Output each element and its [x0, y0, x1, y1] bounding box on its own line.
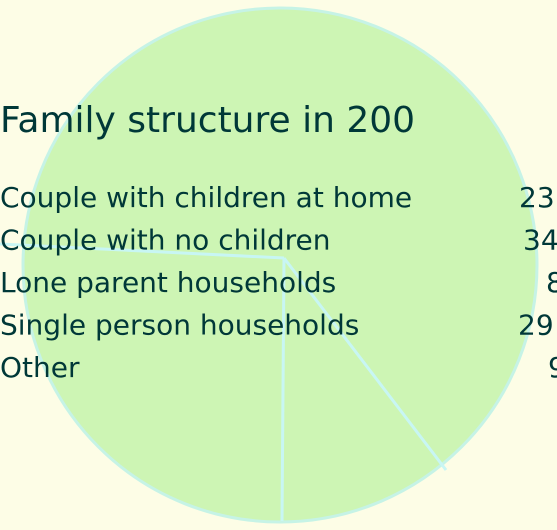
divider — [0, 242, 285, 260]
row-label: Couple with no children — [0, 224, 331, 257]
divider — [280, 257, 286, 522]
pie-dividers — [0, 242, 448, 522]
divider — [282, 257, 448, 471]
pie-circle — [21, 6, 539, 524]
row-label: Single person households — [0, 309, 359, 342]
rows: Couple with children at home 23 Couple wit… — [0, 181, 557, 384]
title: Family structure in 200 — [0, 100, 415, 141]
row-value: 9 — [548, 351, 557, 384]
row-value: 8 — [546, 266, 557, 299]
row-label: Lone parent households — [0, 266, 336, 299]
row-label: Couple with children at home — [0, 181, 412, 214]
row-value: 23 — [519, 181, 555, 214]
row-value: 34 — [523, 224, 557, 257]
row-value: 29 — [518, 309, 554, 342]
row-label: Other — [0, 351, 80, 384]
